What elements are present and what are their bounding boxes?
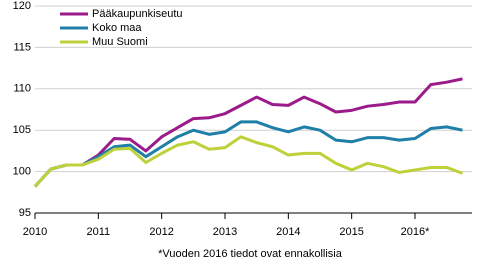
x-tick-label: 2016* <box>401 226 430 238</box>
footnote: *Vuoden 2016 tiedot ovat ennakollisia <box>158 248 343 260</box>
x-tick-label: 2014 <box>276 226 300 238</box>
series-line <box>33 120 463 188</box>
series-line <box>33 135 464 188</box>
x-tick-label: 2015 <box>339 226 363 238</box>
x-tick-label: 2012 <box>149 226 173 238</box>
y-tick-label: 115 <box>13 41 31 53</box>
x-tick-label: 2011 <box>87 226 111 238</box>
y-tick-label: 110 <box>13 83 31 95</box>
y-tick-label: 120 <box>13 0 31 12</box>
y-tick-label: 95 <box>19 207 31 219</box>
y-tick-label: 100 <box>13 166 31 178</box>
legend-label: Muu Suomi <box>92 36 148 48</box>
x-tick-label: 2010 <box>23 226 47 238</box>
legend-label: Pääkaupunkiseutu <box>92 8 183 20</box>
legend-label: Koko maa <box>92 22 142 34</box>
series-line <box>33 77 463 188</box>
y-tick-label: 105 <box>13 124 31 136</box>
x-tick-label: 2013 <box>213 226 237 238</box>
